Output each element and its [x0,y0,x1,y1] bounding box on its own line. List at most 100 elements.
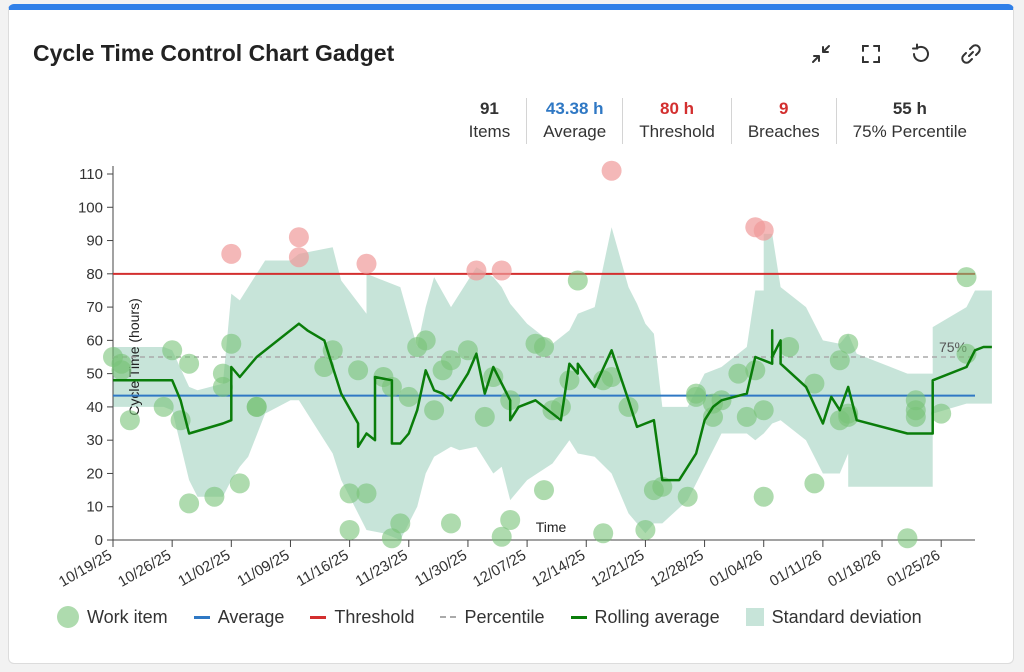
legend-work-item-swatch [57,606,79,628]
page-title: Cycle Time Control Chart Gadget [33,40,395,66]
legend-rolling-average-label: Rolling average [594,606,720,627]
work-item-point [314,357,335,377]
link-button[interactable] [957,40,985,68]
work-item-point [559,370,580,391]
y-tick-label: 110 [79,166,103,183]
reset-icon [912,43,929,62]
work-item-point [111,353,132,374]
y-tick-label: 0 [95,532,103,549]
fullscreen-button[interactable] [857,40,885,68]
legend-rolling-average[interactable]: Rolling average [570,606,720,628]
fullscreen-icon [862,45,880,63]
stats-bar: 91 Items 43.38 h Average 80 h Threshold … [453,98,983,144]
work-item-point [745,360,766,381]
legend-standard-deviation-label: Standard deviation [771,606,922,627]
legend-average-swatch [193,615,210,619]
x-tick-label: 12/07/25 [470,547,529,590]
work-item-point [567,270,588,291]
work-item-point [441,513,461,534]
work-item-point [381,528,402,549]
stat-breaches-label: Breaches [747,122,820,141]
stat-percentile: 55 h 75% Percentile [835,98,983,144]
work-item-point [179,493,200,514]
x-tick-label: 11/30/25 [412,547,470,590]
work-item-point [474,406,495,427]
y-tick-label: 100 [78,199,103,216]
work-item-point [550,396,571,417]
collapse-button[interactable] [807,40,835,68]
work-item-point [534,480,554,501]
work-item-point [415,330,436,351]
work-item-point [457,340,478,361]
x-axis-title: Time [536,519,567,535]
work-item-point [212,363,233,384]
y-tick-label: 80 [86,266,103,283]
stat-breaches: 9 Breaches [730,98,836,144]
x-tick-label: 11/16/25 [294,547,352,590]
work-item-point [686,383,707,404]
toolbar [807,40,985,68]
stat-average-value: 43.38 h [545,99,604,118]
work-item-point [356,483,377,504]
y-tick-label: 30 [86,432,103,449]
work-item-point [753,486,774,507]
legend-average[interactable]: Average [193,607,284,628]
stat-threshold-label: Threshold [639,122,715,141]
work-item-point [339,520,360,540]
x-tick-label: 01/18/26 [825,547,884,590]
link-icon [961,44,981,64]
work-item-point [779,337,800,357]
work-item-point [119,410,140,431]
breach-point [356,253,377,274]
legend-work-item[interactable]: Work item [57,606,168,628]
stat-average: 43.38 h Average [526,98,622,144]
work-item-point [390,513,411,534]
legend-percentile-label: Percentile [464,606,545,627]
work-item-point [162,340,183,361]
legend-threshold[interactable]: Threshold [310,607,414,628]
work-item-point [728,363,749,384]
reset-button[interactable] [907,40,935,68]
x-tick-label: 11/23/25 [353,547,411,590]
breach-point [491,260,512,281]
work-item-point [441,350,461,371]
stat-percentile-value: 55 h [892,99,927,118]
breach-point [288,227,309,248]
work-item-point [905,390,926,411]
x-tick-label: 10/26/25 [115,547,174,590]
breach-point [753,220,774,241]
legend-threshold-swatch [310,615,327,619]
std-deviation-band [113,227,992,540]
x-tick-label: 01/04/26 [707,547,766,590]
x-tick-label: 11/09/25 [234,547,292,590]
work-item-point [398,386,419,407]
rolling-average-line [113,322,992,482]
legend-percentile[interactable]: Percentile [440,606,545,628]
stat-breaches-value: 9 [779,99,789,118]
work-item-point [652,476,673,497]
legend-standard-deviation[interactable]: Standard deviation [745,606,922,628]
work-item-point [534,337,554,357]
work-item-point [424,400,445,421]
work-item-point [703,406,723,427]
work-item-point [221,333,242,354]
stat-items-value: 91 [479,99,499,118]
work-item-point [229,473,250,494]
legend-work-item-label: Work item [87,606,168,627]
legend-percentile-swatch [440,616,457,618]
work-item-point [804,373,825,394]
work-item-point [491,526,512,547]
y-tick-label: 70 [86,299,103,316]
breach-point [466,260,487,281]
x-tick-label: 12/14/25 [529,547,588,590]
y-tick-label: 90 [86,233,103,250]
work-item-point [348,360,369,381]
stat-threshold: 80 h Threshold [622,98,731,144]
stat-average-label: Average [543,122,607,141]
work-item-point [677,486,698,507]
work-item-point [956,267,977,288]
control-chart: 0 10 20 30 40 50 60 70 80 90 100 110 10/19/25 10/26/2… [9,150,1013,590]
work-item-point [153,396,174,417]
work-item-point [500,510,521,530]
work-item-point [838,406,859,427]
